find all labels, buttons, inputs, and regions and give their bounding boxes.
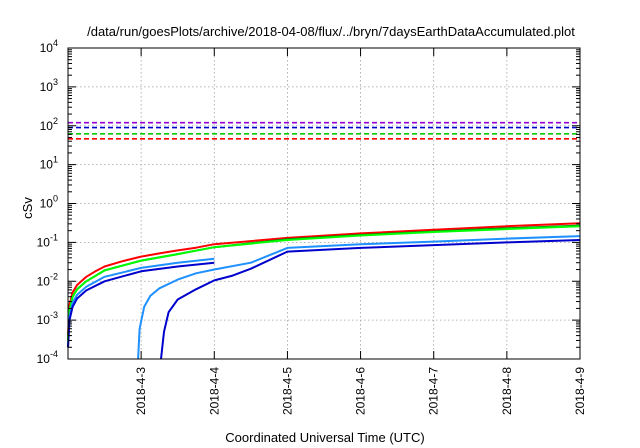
chart-title: /data/run/goesPlots/archive/2018-04-08/f… xyxy=(87,24,575,39)
x-axis-label: Coordinated Universal Time (UTC) xyxy=(225,430,424,445)
y-tick-exponent: 2 xyxy=(53,116,58,126)
series-line xyxy=(67,222,581,336)
y-tick-exponent: 4 xyxy=(53,38,58,48)
y-tick-label: 103 xyxy=(40,77,58,94)
series-line xyxy=(160,239,581,360)
x-tick-label: 2018-4-7 xyxy=(427,367,441,415)
grid xyxy=(68,48,580,359)
y-tick-exponent: -4 xyxy=(50,349,58,359)
x-tick-label: 2018-4-4 xyxy=(207,367,221,415)
y-tick-exponent: 1 xyxy=(53,155,58,165)
x-tick-label: 2018-4-9 xyxy=(573,367,587,415)
y-tick-label: 100 xyxy=(40,194,58,211)
y-tick-label: 104 xyxy=(40,38,58,55)
y-tick-exponent: 0 xyxy=(53,194,58,204)
x-tick-label: 2018-4-5 xyxy=(280,367,294,415)
y-tick-label: 10-4 xyxy=(37,349,58,366)
y-tick-exponent: -1 xyxy=(50,232,58,242)
y-tick-exponent: 3 xyxy=(53,77,58,87)
y-tick-label: 102 xyxy=(40,116,58,133)
x-tick-label: 2018-4-6 xyxy=(354,367,368,415)
series-line xyxy=(67,261,215,348)
threshold-lines xyxy=(68,121,580,140)
series-lines xyxy=(67,222,581,360)
y-tick-label: 10-1 xyxy=(37,232,58,249)
y-tick-exponent: -2 xyxy=(50,271,58,281)
y-tick-label: 101 xyxy=(40,155,58,172)
y-tick-exponent: -3 xyxy=(50,310,58,320)
x-ticks: 2018-4-3 2018-4-4 2018-4-5 2018-4-6 2018-4-7… xyxy=(134,48,587,415)
series-line xyxy=(67,225,581,341)
y-tick-label: 10-3 xyxy=(37,310,58,327)
y-axis-label: cSv xyxy=(20,197,35,219)
y-tick-label: 10-2 xyxy=(37,271,58,288)
x-tick-label: 2018-4-3 xyxy=(134,367,148,415)
x-tick-label: 2018-4-8 xyxy=(500,367,514,415)
series-line xyxy=(137,235,581,360)
